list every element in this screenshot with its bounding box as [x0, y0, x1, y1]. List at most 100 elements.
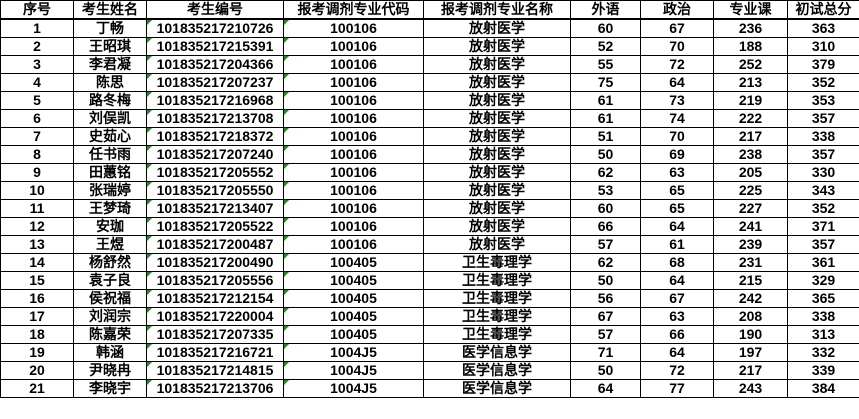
cell-candidate_id[interactable]: 101835217205522 [146, 217, 284, 236]
cell-major_code[interactable]: 100106 [283, 145, 424, 164]
cell-politics[interactable]: 65 [640, 199, 714, 218]
cell-total_score[interactable]: 384 [787, 379, 859, 398]
cell-foreign_language[interactable]: 52 [570, 37, 641, 56]
cell-name[interactable]: 侯祝福 [73, 289, 147, 308]
cell-index[interactable]: 10 [0, 181, 74, 200]
cell-major_course[interactable]: 239 [713, 235, 788, 254]
cell-total_score[interactable]: 371 [787, 217, 859, 236]
cell-index[interactable]: 21 [0, 379, 74, 398]
cell-major_name[interactable]: 放射医学 [423, 73, 571, 92]
cell-name[interactable]: 王煜 [73, 235, 147, 254]
cell-major_course[interactable]: 213 [713, 73, 788, 92]
cell-candidate_id[interactable]: 101835217207335 [146, 325, 284, 344]
header-cell-name[interactable]: 考生姓名 [73, 0, 147, 20]
cell-name[interactable]: 刘润宗 [73, 307, 147, 326]
cell-major_code[interactable]: 100106 [283, 18, 424, 38]
cell-total_score[interactable]: 338 [787, 307, 859, 326]
cell-total_score[interactable]: 352 [787, 73, 859, 92]
cell-politics[interactable]: 61 [640, 235, 714, 254]
cell-index[interactable]: 2 [0, 37, 74, 56]
cell-foreign_language[interactable]: 55 [570, 55, 641, 74]
cell-candidate_id[interactable]: 101835217213708 [146, 109, 284, 128]
cell-index[interactable]: 19 [0, 343, 74, 362]
cell-major_name[interactable]: 卫生毒理学 [423, 325, 571, 344]
cell-major_course[interactable]: 242 [713, 289, 788, 308]
cell-total_score[interactable]: 352 [787, 199, 859, 218]
cell-major_course[interactable]: 208 [713, 307, 788, 326]
cell-major_code[interactable]: 100405 [283, 253, 424, 272]
cell-major_code[interactable]: 100405 [283, 289, 424, 308]
cell-total_score[interactable]: 361 [787, 253, 859, 272]
cell-major_name[interactable]: 卫生毒理学 [423, 307, 571, 326]
cell-foreign_language[interactable]: 75 [570, 73, 641, 92]
cell-name[interactable]: 王昭琪 [73, 37, 147, 56]
cell-major_name[interactable]: 放射医学 [423, 109, 571, 128]
cell-index[interactable]: 11 [0, 199, 74, 218]
cell-politics[interactable]: 72 [640, 55, 714, 74]
cell-total_score[interactable]: 339 [787, 361, 859, 380]
cell-name[interactable]: 张瑞婷 [73, 181, 147, 200]
cell-name[interactable]: 袁子良 [73, 271, 147, 290]
cell-name[interactable]: 韩涵 [73, 343, 147, 362]
cell-major_code[interactable]: 100106 [283, 235, 424, 254]
cell-major_course[interactable]: 197 [713, 343, 788, 362]
cell-index[interactable]: 16 [0, 289, 74, 308]
cell-politics[interactable]: 72 [640, 361, 714, 380]
cell-foreign_language[interactable]: 51 [570, 127, 641, 146]
cell-politics[interactable]: 70 [640, 127, 714, 146]
cell-major_course[interactable]: 227 [713, 199, 788, 218]
cell-foreign_language[interactable]: 67 [570, 307, 641, 326]
cell-major_code[interactable]: 100106 [283, 109, 424, 128]
cell-name[interactable]: 陈思 [73, 73, 147, 92]
cell-major_name[interactable]: 医学信息学 [423, 379, 571, 398]
cell-major_code[interactable]: 100106 [283, 181, 424, 200]
cell-total_score[interactable]: 343 [787, 181, 859, 200]
cell-foreign_language[interactable]: 61 [570, 109, 641, 128]
cell-foreign_language[interactable]: 50 [570, 145, 641, 164]
cell-foreign_language[interactable]: 60 [570, 199, 641, 218]
cell-total_score[interactable]: 363 [787, 18, 859, 38]
cell-name[interactable]: 史茹心 [73, 127, 147, 146]
cell-total_score[interactable]: 338 [787, 127, 859, 146]
cell-total_score[interactable]: 357 [787, 145, 859, 164]
cell-major_code[interactable]: 100405 [283, 271, 424, 290]
header-cell-major_name[interactable]: 报考调剂专业名称 [423, 0, 571, 20]
cell-index[interactable]: 5 [0, 91, 74, 110]
cell-major_course[interactable]: 219 [713, 91, 788, 110]
cell-name[interactable]: 李晓宇 [73, 379, 147, 398]
cell-politics[interactable]: 63 [640, 307, 714, 326]
cell-major_code[interactable]: 100106 [283, 217, 424, 236]
cell-candidate_id[interactable]: 101835217216721 [146, 343, 284, 362]
cell-total_score[interactable]: 379 [787, 55, 859, 74]
cell-total_score[interactable]: 365 [787, 289, 859, 308]
cell-politics[interactable]: 64 [640, 217, 714, 236]
cell-candidate_id[interactable]: 101835217213706 [146, 379, 284, 398]
cell-foreign_language[interactable]: 57 [570, 235, 641, 254]
cell-major_name[interactable]: 医学信息学 [423, 343, 571, 362]
cell-major_course[interactable]: 217 [713, 127, 788, 146]
cell-major_name[interactable]: 放射医学 [423, 37, 571, 56]
cell-politics[interactable]: 69 [640, 145, 714, 164]
cell-major_name[interactable]: 放射医学 [423, 181, 571, 200]
cell-total_score[interactable]: 313 [787, 325, 859, 344]
cell-politics[interactable]: 65 [640, 181, 714, 200]
cell-index[interactable]: 20 [0, 361, 74, 380]
cell-candidate_id[interactable]: 101835217204366 [146, 55, 284, 74]
cell-major_course[interactable]: 236 [713, 18, 788, 38]
cell-candidate_id[interactable]: 101835217207237 [146, 73, 284, 92]
cell-name[interactable]: 田蕙铭 [73, 163, 147, 182]
cell-major_course[interactable]: 190 [713, 325, 788, 344]
cell-politics[interactable]: 67 [640, 289, 714, 308]
cell-major_code[interactable]: 1004J5 [283, 361, 424, 380]
cell-candidate_id[interactable]: 101835217212154 [146, 289, 284, 308]
cell-major_course[interactable]: 188 [713, 37, 788, 56]
cell-candidate_id[interactable]: 101835217220004 [146, 307, 284, 326]
cell-major_code[interactable]: 1004J5 [283, 379, 424, 398]
cell-total_score[interactable]: 357 [787, 235, 859, 254]
cell-total_score[interactable]: 332 [787, 343, 859, 362]
cell-name[interactable]: 路冬梅 [73, 91, 147, 110]
cell-politics[interactable]: 68 [640, 253, 714, 272]
cell-foreign_language[interactable]: 62 [570, 163, 641, 182]
header-cell-politics[interactable]: 政治 [640, 0, 714, 20]
header-cell-candidate_id[interactable]: 考生编号 [146, 0, 284, 20]
